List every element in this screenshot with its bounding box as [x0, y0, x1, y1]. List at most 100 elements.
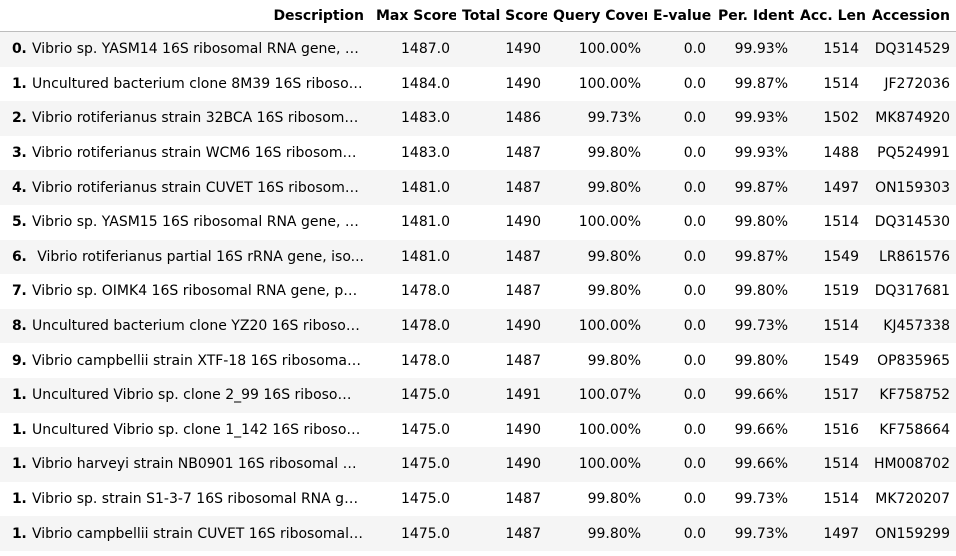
cell-total-score: 1490 [505, 456, 541, 473]
cell-description: Vibrio sp. YASM14 16S ribosomal RNA gene… [32, 41, 370, 58]
cell-evalue: 0.0 [683, 145, 706, 162]
cell-acc-len: 1514 [823, 41, 859, 58]
cell-total-score: 1487 [505, 352, 541, 369]
cell-max-score: 1481.0 [401, 248, 450, 265]
cell-acc-len: 1519 [823, 283, 859, 300]
table-row: 9 Vibrio campbellii strain XTF-18 16S rib… [0, 343, 956, 378]
table-row: 7 Vibrio sp. OIMK4 16S ribosomal RNA gene… [0, 274, 956, 309]
column-header-evalue: E-value [647, 0, 712, 32]
cell-query-cover: 100.00% [578, 75, 641, 92]
cell-evalue: 0.0 [683, 525, 706, 542]
cell-total-score: 1487 [505, 145, 541, 162]
cell-total-score: 1490 [505, 214, 541, 231]
cell-description: Vibrio harveyi strain NB0901 16S ribosom… [32, 456, 370, 473]
cell-per-ident: 99.73% [734, 491, 788, 508]
column-header-accession: Accession [865, 0, 956, 32]
table-row: 11 Uncultured Vibrio sp. clone 1_142 16S … [0, 412, 956, 448]
column-header-total-score: Total Score [456, 0, 547, 32]
cell-acc-len: 1497 [823, 525, 859, 542]
cell-total-score: 1487 [505, 525, 541, 542]
cell-max-score: 1478.0 [401, 318, 450, 335]
cell-max-score: 1475.0 [401, 387, 450, 404]
row-index: 6 [12, 248, 22, 265]
cell-query-cover: 100.00% [578, 421, 641, 438]
cell-max-score: 1475.0 [401, 491, 450, 508]
row-index: 5 [12, 214, 22, 231]
cell-query-cover: 99.80% [587, 248, 641, 265]
cell-accession: JF272036 [884, 75, 950, 92]
cell-evalue: 0.0 [683, 41, 706, 58]
cell-max-score: 1483.0 [401, 110, 450, 127]
cell-acc-len: 1549 [823, 352, 859, 369]
cell-accession: LR861576 [879, 248, 950, 265]
row-index: 2 [12, 110, 22, 127]
cell-total-score: 1490 [505, 421, 541, 438]
cell-accession: MK720207 [875, 491, 950, 508]
cell-accession: KF758664 [879, 421, 950, 438]
cell-total-score: 1490 [505, 75, 541, 92]
table-body: 0 Vibrio sp. YASM14 16S ribosomal RNA gen… [0, 31, 956, 551]
cell-per-ident: 99.66% [734, 456, 788, 473]
row-index: 9 [12, 352, 22, 369]
table-row: 13 Vibrio sp. strain S1-3-7 16S ribosomal… [0, 481, 956, 517]
cell-acc-len: 1514 [823, 318, 859, 335]
table-row: 3 Vibrio rotiferianus strain WCM6 16S rib… [0, 135, 956, 171]
cell-evalue: 0.0 [683, 387, 706, 404]
row-index: 10 [12, 387, 26, 404]
cell-max-score: 1475.0 [401, 525, 450, 542]
cell-description: Vibrio sp. OIMK4 16S ribosomal RNA gene,… [32, 283, 370, 300]
cell-per-ident: 99.80% [734, 352, 788, 369]
cell-per-ident: 99.93% [734, 145, 788, 162]
cell-total-score: 1487 [505, 248, 541, 265]
cell-accession: DQ314529 [874, 41, 950, 58]
row-index: 1 [12, 75, 22, 92]
cell-query-cover: 99.80% [587, 283, 641, 300]
cell-acc-len: 1516 [823, 421, 859, 438]
table-row: 5 Vibrio sp. YASM15 16S ribosomal RNA gen… [0, 204, 956, 240]
cell-query-cover: 100.00% [578, 41, 641, 58]
table-row: 4 Vibrio rotiferianus strain CUVET 16S ri… [0, 170, 956, 205]
cell-total-score: 1487 [505, 491, 541, 508]
cell-total-score: 1487 [505, 283, 541, 300]
cell-query-cover: 99.73% [587, 110, 641, 127]
row-index: 3 [12, 145, 22, 162]
cell-acc-len: 1502 [823, 110, 859, 127]
cell-accession: ON159299 [875, 525, 950, 542]
cell-accession: ON159303 [875, 179, 950, 196]
cell-max-score: 1483.0 [401, 145, 450, 162]
cell-max-score: 1478.0 [401, 352, 450, 369]
row-index: 4 [12, 179, 22, 196]
cell-evalue: 0.0 [683, 283, 706, 300]
cell-accession: PQ524991 [877, 145, 950, 162]
row-index: 12 [12, 456, 26, 473]
cell-evalue: 0.0 [683, 214, 706, 231]
cell-query-cover: 99.80% [587, 145, 641, 162]
cell-description: Vibrio campbellii strain CUVET 16S ribos… [32, 525, 370, 542]
cell-query-cover: 99.80% [587, 352, 641, 369]
cell-acc-len: 1514 [823, 75, 859, 92]
cell-accession: DQ314530 [874, 214, 950, 231]
cell-total-score: 1491 [505, 387, 541, 404]
cell-query-cover: 99.80% [587, 525, 641, 542]
cell-evalue: 0.0 [683, 248, 706, 265]
cell-evalue: 0.0 [683, 179, 706, 196]
cell-acc-len: 1514 [823, 491, 859, 508]
row-index: 14 [12, 525, 26, 542]
column-header-query-cover: Query Cover [547, 0, 647, 32]
cell-max-score: 1484.0 [401, 75, 450, 92]
cell-acc-len: 1497 [823, 179, 859, 196]
cell-max-score: 1475.0 [401, 421, 450, 438]
table-header: Description Max Score Total Score Query … [0, 0, 956, 32]
cell-description: Vibrio campbellii strain XTF-18 16S ribo… [32, 352, 369, 369]
table-row: 2 Vibrio rotiferianus strain 32BCA 16S ri… [0, 101, 956, 136]
cell-evalue: 0.0 [683, 75, 706, 92]
cell-max-score: 1481.0 [401, 179, 450, 196]
cell-acc-len: 1514 [823, 214, 859, 231]
cell-acc-len: 1488 [823, 145, 859, 162]
cell-description: Vibrio rotiferianus strain WCM6 16S ribo… [32, 145, 370, 162]
cell-accession: MK874920 [875, 110, 950, 127]
cell-description: Uncultured Vibrio sp. clone 2_99 16S rib… [32, 387, 370, 404]
cell-evalue: 0.0 [683, 352, 706, 369]
column-header-per-ident: Per. Ident [712, 0, 794, 32]
